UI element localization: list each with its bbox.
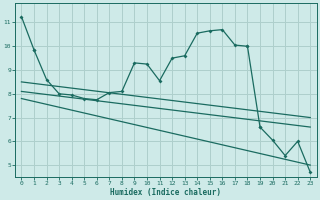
X-axis label: Humidex (Indice chaleur): Humidex (Indice chaleur) bbox=[110, 188, 221, 197]
